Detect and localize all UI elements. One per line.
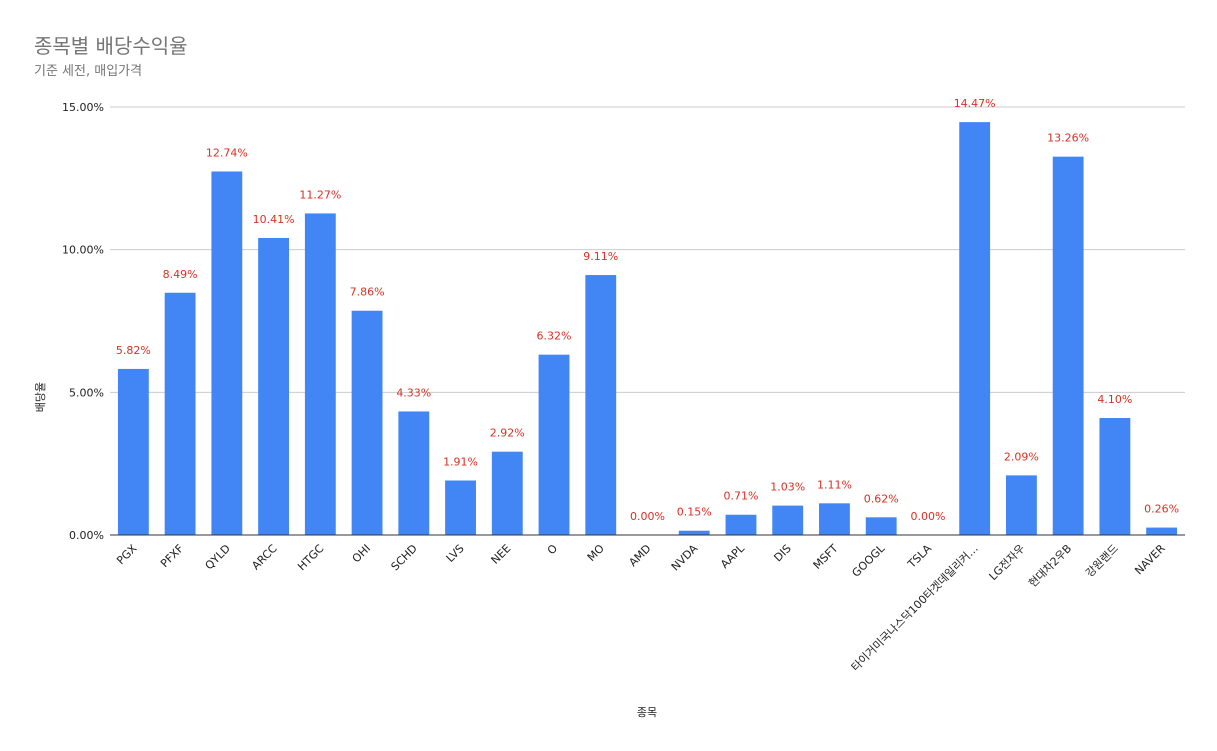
x-tick-label: LG전자우 xyxy=(987,542,1028,583)
bar[interactable] xyxy=(491,451,523,535)
x-tick-label: PFXF xyxy=(158,542,186,570)
data-label: 0.15% xyxy=(677,506,712,519)
data-label: 1.11% xyxy=(817,478,852,491)
x-tick-label: O xyxy=(545,542,561,558)
data-label: 6.32% xyxy=(537,330,572,343)
bar[interactable] xyxy=(1146,527,1178,535)
x-tick-label: NVDA xyxy=(669,542,701,574)
data-label: 14.47% xyxy=(954,97,996,110)
y-tick-label: 5.00% xyxy=(69,386,104,399)
bar[interactable] xyxy=(258,237,290,535)
x-tick-label: SCHD xyxy=(389,542,420,573)
bar[interactable] xyxy=(117,368,149,535)
bars xyxy=(117,122,1178,536)
data-label: 11.27% xyxy=(299,188,341,201)
data-label: 2.92% xyxy=(490,427,525,440)
x-tick-label: MSFT xyxy=(811,542,841,572)
data-label: 5.82% xyxy=(116,344,151,357)
x-tick-label: HTGC xyxy=(295,542,326,573)
x-tick-label: 강원랜드 xyxy=(1083,542,1121,580)
x-tick-label: AMD xyxy=(626,542,653,569)
data-label: 1.91% xyxy=(443,456,478,469)
data-label: 12.74% xyxy=(206,146,248,159)
bar[interactable] xyxy=(585,275,617,535)
chart-title: 종목별 배당수익율 xyxy=(34,34,188,58)
y-axis-ticks: 0.00% 5.00% 10.00% 15.00% xyxy=(62,101,104,542)
bar[interactable] xyxy=(1099,418,1131,535)
bar[interactable] xyxy=(538,354,570,535)
bar[interactable] xyxy=(445,480,476,535)
data-label: 10.41% xyxy=(253,213,295,226)
bar[interactable] xyxy=(398,411,430,535)
x-tick-label: AAPL xyxy=(718,541,748,571)
x-tick-label: DIS xyxy=(771,542,793,564)
data-label: 0.26% xyxy=(1144,503,1179,516)
y-tick-label: 0.00% xyxy=(69,529,104,542)
x-tick-label: QYLD xyxy=(203,542,233,572)
data-label: 9.11% xyxy=(583,250,618,263)
y-tick-label: 10.00% xyxy=(62,244,104,257)
x-axis-ticks: PGX PFXF QYLD ARCC HTGC OHI SCHD LVS NEE O MO AMD NV… xyxy=(114,541,1168,674)
data-label: 13.26% xyxy=(1047,132,1089,145)
y-tick-label: 15.00% xyxy=(62,101,104,114)
x-tick-label: OHI xyxy=(350,542,373,565)
bar[interactable] xyxy=(1005,475,1037,535)
bar[interactable] xyxy=(725,514,757,535)
x-tick-label: 현대차2우B xyxy=(1026,542,1074,590)
x-tick-label: TSLA xyxy=(905,542,935,572)
data-label: 1.03% xyxy=(770,481,805,494)
x-tick-label: PGX xyxy=(114,542,140,568)
bar[interactable] xyxy=(772,505,804,535)
x-tick-label: LVS xyxy=(444,542,467,565)
bar[interactable] xyxy=(1052,156,1084,535)
chart-subtitle: 기준 세전, 매입가격 xyxy=(34,64,143,79)
x-axis-title: 종목 xyxy=(637,706,657,719)
bar[interactable] xyxy=(211,171,243,535)
data-label: 7.86% xyxy=(350,286,385,299)
x-tick-label: MO xyxy=(585,542,607,564)
x-tick-label: NEE xyxy=(489,542,514,567)
bar[interactable] xyxy=(865,517,897,535)
bar[interactable] xyxy=(959,122,991,535)
data-label: 4.33% xyxy=(396,386,431,399)
y-axis-title: 배당율 xyxy=(34,382,47,412)
data-label: 0.71% xyxy=(724,490,759,503)
x-tick-label: ARCC xyxy=(249,542,280,573)
bar[interactable] xyxy=(351,310,383,535)
data-label: 0.00% xyxy=(910,510,945,523)
bar[interactable] xyxy=(164,292,196,535)
data-label: 0.62% xyxy=(864,492,899,505)
bar[interactable] xyxy=(819,503,850,535)
data-label: 8.49% xyxy=(163,268,198,281)
data-labels: 5.82% 8.49% 12.74% 10.41% 11.27% 7.86% 4.33% 1.… xyxy=(116,97,1179,523)
data-label: 4.10% xyxy=(1097,393,1132,406)
data-label: 2.09% xyxy=(1004,450,1039,463)
bar[interactable] xyxy=(304,213,336,536)
gridlines xyxy=(110,106,1185,393)
x-tick-label: NAVER xyxy=(1132,542,1168,578)
data-label: 0.00% xyxy=(630,510,665,523)
x-tick-label: GOOGL xyxy=(849,541,887,579)
bar[interactable] xyxy=(678,530,710,535)
